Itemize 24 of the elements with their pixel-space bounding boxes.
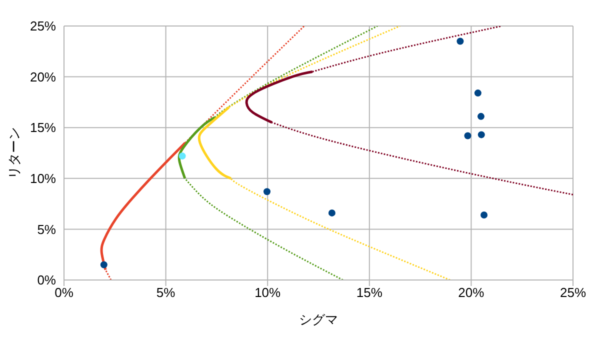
- y-tick-label: 25%: [30, 18, 56, 34]
- point: [178, 152, 186, 160]
- x-tick-label: 5%: [156, 285, 176, 300]
- x-tick-label: 15%: [356, 285, 383, 300]
- point: [456, 38, 464, 45]
- x-axis-title: シグマ: [299, 312, 338, 327]
- x-tick-label: 0%: [54, 285, 74, 300]
- x-tick-label: 10%: [254, 285, 282, 300]
- y-tick-label: 10%: [30, 171, 56, 186]
- y-tick-label: 0%: [37, 272, 56, 288]
- point: [474, 90, 482, 97]
- x-tick-label: 20%: [458, 285, 485, 300]
- point: [477, 112, 484, 120]
- point: [100, 261, 108, 268]
- y-tick-label: 20%: [30, 69, 56, 84]
- y-tick-label: 15%: [30, 120, 56, 136]
- point: [478, 131, 485, 138]
- point: [328, 209, 336, 216]
- y-axis-title: リターン: [6, 127, 22, 179]
- x-tick-label: 25%: [560, 285, 586, 300]
- y-tick-label: 5%: [37, 222, 56, 237]
- point: [263, 188, 270, 196]
- point: [464, 132, 472, 140]
- point: [480, 211, 488, 218]
